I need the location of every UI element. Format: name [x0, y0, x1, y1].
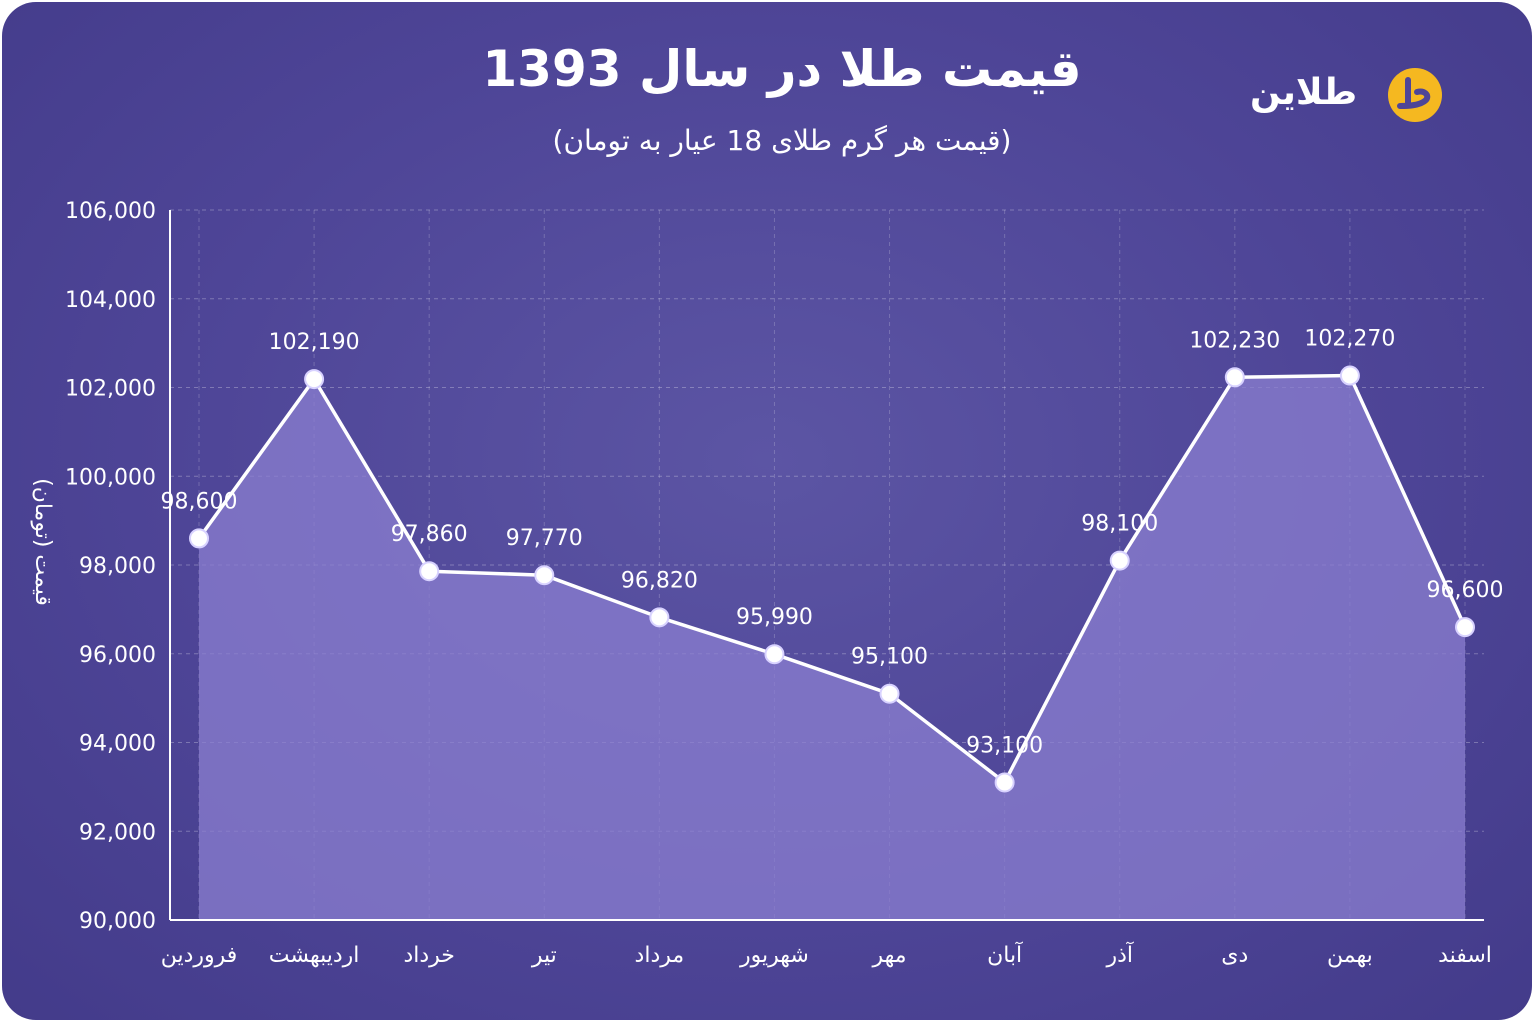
data-label: 95,100: [851, 645, 928, 670]
y-tick-label: 94,000: [79, 732, 156, 757]
area-fill: [199, 375, 1465, 920]
data-point: [1455, 617, 1475, 638]
x-tick-labels: فروردین اردیبهشت خرداد تیر مرداد شهریور مهر آبا…: [161, 941, 1492, 968]
data-point: [994, 772, 1015, 793]
x-tick-label: فروردین: [161, 943, 238, 968]
data-point: [879, 683, 900, 704]
data-point: [1339, 365, 1360, 386]
talain-logo-icon: [1388, 68, 1442, 122]
data-label: 97,860: [391, 522, 468, 547]
x-tick-label: آذر: [1105, 941, 1133, 968]
data-point: [189, 528, 209, 549]
data-label: 98,600: [161, 489, 238, 514]
y-tick-label: 90,000: [79, 909, 156, 934]
x-tick-label: اسفند: [1438, 943, 1492, 968]
x-tick-label: مرداد: [635, 943, 685, 968]
chart-subtitle: (قیمت هر گرم طلای 18 عیار به تومان): [552, 124, 1012, 157]
x-tick-label: خرداد: [403, 943, 454, 968]
chart-title: قیمت طلا در سال 1393: [482, 40, 1082, 98]
data-label: 102,230: [1189, 328, 1280, 353]
y-tick-label: 100,000: [65, 465, 156, 490]
x-tick-label: تیر: [531, 943, 557, 968]
data-label: 95,990: [736, 605, 813, 630]
data-labels: 98,600 102,190 97,860 97,770 96,820 95,990 95,…: [161, 327, 1504, 759]
x-tick-label: دی: [1221, 943, 1248, 968]
x-tick-label: آبان: [987, 941, 1023, 968]
data-label: 97,770: [506, 526, 583, 551]
y-tick-label: 106,000: [65, 199, 156, 224]
y-tick-label: 102,000: [65, 377, 156, 402]
x-tick-label: شهریور: [739, 943, 809, 968]
brand-name: طلاین: [1250, 72, 1358, 113]
y-tick-label: 98,000: [79, 554, 156, 579]
data-point: [304, 369, 325, 390]
data-point: [534, 565, 555, 586]
data-point: [419, 561, 440, 582]
y-tick-labels: 90,000 92,000 94,000 96,000 98,000 100,000 102…: [65, 199, 156, 934]
data-label: 93,100: [966, 733, 1043, 758]
y-tick-label: 96,000: [79, 643, 156, 668]
data-label: 96,600: [1427, 578, 1504, 603]
y-tick-label: 104,000: [65, 288, 156, 313]
data-point: [649, 607, 670, 628]
data-point: [764, 644, 785, 665]
x-tick-label: اردیبهشت: [269, 943, 360, 968]
series-line: [197, 373, 1467, 785]
brand-logo[interactable]: طلاین: [1250, 66, 1450, 126]
data-points: [189, 365, 1475, 793]
data-label: 102,190: [269, 330, 360, 355]
y-axis-label: قیمت (تومان): [30, 478, 55, 606]
data-label: 96,820: [621, 568, 698, 593]
y-tick-label: 92,000: [79, 820, 156, 845]
data-point: [1224, 367, 1245, 388]
data-point: [1109, 550, 1130, 571]
x-tick-label: بهمن: [1327, 943, 1373, 968]
data-label: 102,270: [1304, 327, 1395, 352]
data-label: 98,100: [1081, 512, 1158, 537]
x-tick-label: مهر: [872, 943, 907, 968]
axes: [169, 210, 1484, 921]
